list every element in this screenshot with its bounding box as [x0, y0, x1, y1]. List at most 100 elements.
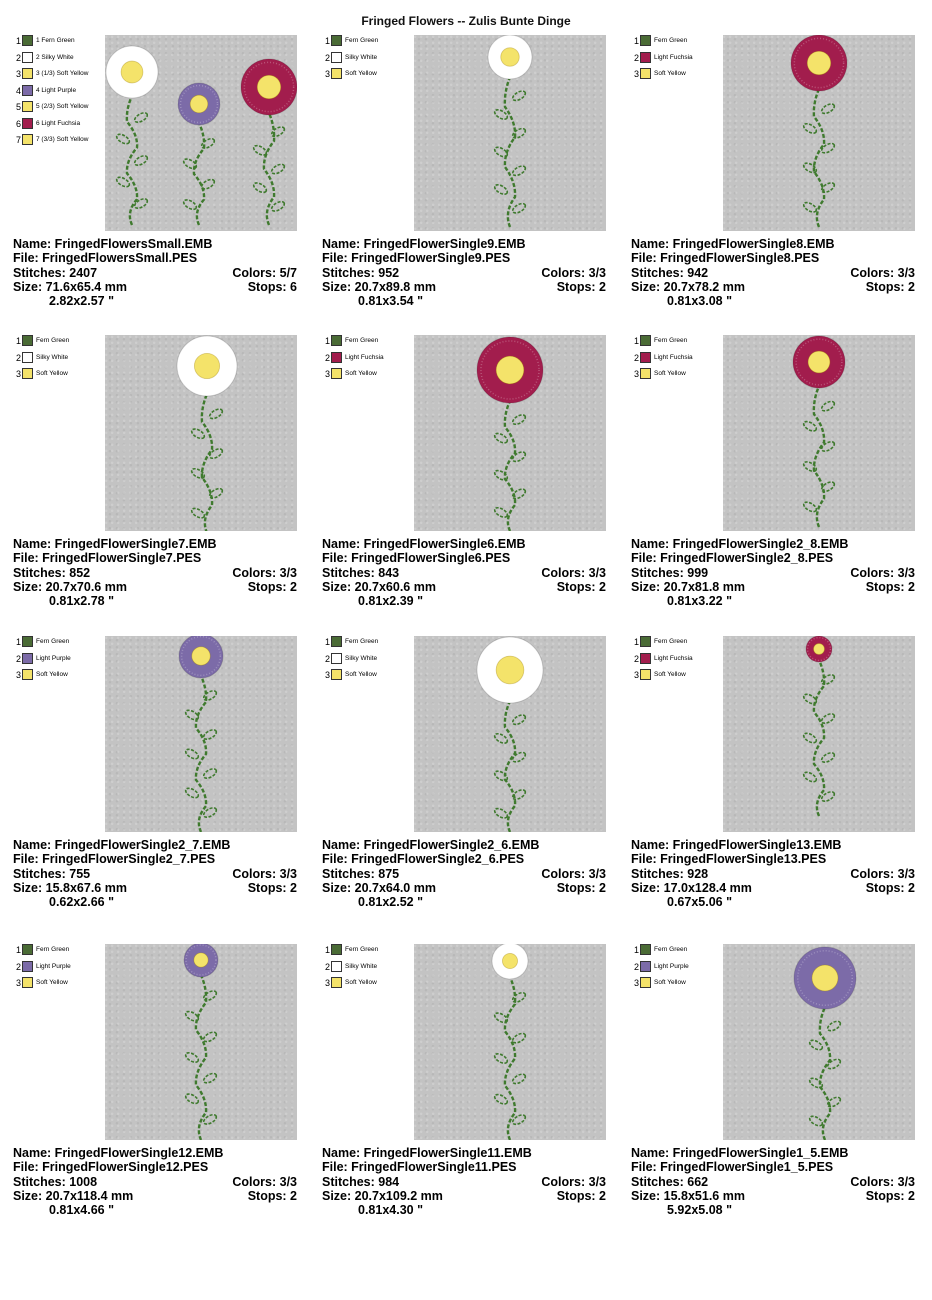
legend-color-name: 2 Silky White: [36, 53, 74, 61]
embroidery-image: [476, 336, 544, 531]
color-swatch: [22, 68, 33, 79]
design-info: Name: FringedFlowerSingle1_5.EMB File: Fr…: [631, 1146, 915, 1217]
flower-leaf: [493, 469, 509, 481]
legend-row: 1 Fern Green: [322, 35, 422, 52]
size-inches: 0.81x2.78 ": [49, 594, 115, 609]
color-swatch: [22, 117, 33, 129]
flower-leaf: [511, 991, 527, 1003]
legend-number: 1: [324, 945, 330, 955]
stop-count: Stops: 2: [247, 1188, 297, 1203]
flower-leaf: [184, 1010, 200, 1022]
color-count: Colors: 3/3: [541, 265, 606, 280]
legend-color-name: Fern Green: [345, 638, 379, 645]
legend-color-name: Light Fuchsia: [654, 353, 693, 361]
design-name: Name: FringedFlowersSmall.EMB: [13, 237, 213, 251]
stop-count: Stops: 2: [556, 279, 606, 294]
flower-leaf: [511, 714, 527, 726]
size-mm: Size: 15.8x51.6 mm: [631, 1188, 745, 1203]
design-info: Name: FringedFlowerSingle2_7.EMB File: Fr…: [13, 838, 297, 909]
legend-color-name: Fern Green: [654, 337, 688, 344]
legend-number: 1: [324, 637, 330, 647]
flower-leaf: [802, 201, 818, 213]
size-inches: 2.82x2.57 ": [49, 294, 115, 309]
legend-number: 3: [15, 369, 21, 379]
stop-count: Stops: 2: [556, 579, 606, 594]
legend-number: 6: [15, 118, 21, 129]
legend-color-name: Soft Yellow: [654, 671, 686, 678]
legend-number: 3: [633, 978, 639, 988]
flower-fringe: [489, 36, 531, 78]
legend-row: 3 Soft Yellow: [322, 368, 422, 385]
design-card: 1 1 Fern Green 2 2 Silky White 3 3 (1/3) Soft…: [7, 35, 299, 335]
flower-stem: [200, 393, 214, 531]
flower-center: [806, 50, 832, 76]
flower-leaf: [820, 440, 836, 452]
legend-number: 2: [15, 653, 21, 664]
stitch-count: Stitches: 928: [631, 866, 709, 881]
legend-number: 3: [324, 69, 330, 79]
design-preview: [414, 944, 606, 1140]
flower-fringe: [795, 338, 843, 386]
size-mm: Size: 20.7x70.6 mm: [13, 579, 127, 594]
stop-count: Stops: 2: [556, 1188, 606, 1203]
legend-number: 1: [633, 945, 639, 955]
color-swatch: [640, 35, 651, 46]
flower-fringe: [493, 944, 527, 978]
flower-leaf: [511, 1114, 527, 1126]
legend-color-name: Soft Yellow: [345, 370, 377, 377]
legend-color-name: Soft Yellow: [345, 979, 377, 986]
legend-row: 2 2 Silky White: [13, 51, 113, 69]
legend-color-name: 1 Fern Green: [36, 37, 75, 44]
design-preview: [105, 35, 297, 231]
legend-row: 1 Fern Green: [322, 335, 422, 352]
embroidery-image: [491, 944, 529, 1140]
flower-fringe: [179, 338, 235, 394]
flower-leaf: [511, 451, 527, 463]
flower-leaf: [826, 1020, 842, 1032]
flower-leaf: [115, 133, 131, 145]
flower-leaf: [115, 176, 131, 188]
legend-row: 3 Soft Yellow: [13, 977, 113, 994]
flower-leaf: [182, 199, 198, 211]
design-card: 1 Fern Green 2 Light Fuchsia 3 Soft Yellow Nam…: [625, 335, 917, 635]
stop-count: Stops: 2: [556, 880, 606, 895]
legend-color-name: 5 (2/3) Soft Yellow: [36, 103, 89, 110]
embroidery-image: [178, 636, 224, 832]
flower-fringe: [806, 636, 832, 662]
flower-leaf: [511, 202, 527, 214]
legend-number: 5: [15, 102, 21, 112]
stitch-count: Stitches: 2407: [13, 265, 98, 280]
design-preview: [723, 335, 915, 531]
size-mm: Size: 15.8x67.6 mm: [13, 880, 127, 895]
flower-stem: [812, 88, 826, 228]
flower-leaf: [184, 787, 200, 799]
flower-leaf: [252, 182, 268, 194]
design-info: Name: FringedFlowerSingle9.EMB File: Frin…: [322, 237, 606, 308]
legend-row: 1 Fern Green: [631, 636, 731, 653]
color-count: Colors: 5/7: [232, 265, 297, 280]
legend-number: 1: [633, 36, 639, 46]
flower-leaf: [802, 693, 818, 705]
design-card: 1 Fern Green 2 Light Purple 3 Soft Yellow Name…: [7, 944, 299, 1244]
size-mm: Size: 20.7x118.4 mm: [13, 1188, 134, 1203]
legend-number: 1: [324, 336, 330, 346]
legend-number: 3: [324, 670, 330, 680]
legend-row: 7 7 (3/3) Soft Yellow: [13, 134, 113, 151]
legend-color-name: 6 Light Fuchsia: [36, 119, 81, 127]
color-legend: 1 Fern Green 2 Silky White 3 Soft Yellow: [322, 944, 422, 994]
design-name: Name: FringedFlowerSingle9.EMB: [322, 237, 526, 251]
flower-leaf: [493, 146, 509, 158]
stop-count: Stops: 2: [865, 880, 915, 895]
design-name: Name: FringedFlowerSingle8.EMB: [631, 237, 835, 251]
legend-number: 3: [15, 978, 21, 988]
flower-leaf: [493, 770, 509, 782]
design-card: 1 Fern Green 2 Light Purple 3 Soft Yellow Name…: [7, 636, 299, 936]
flower-leaf: [252, 144, 268, 156]
flower-center: [191, 646, 211, 666]
legend-row: 3 Soft Yellow: [631, 669, 731, 686]
flower-leaf: [493, 1012, 509, 1024]
flower-leaf: [808, 1039, 824, 1051]
flower-center: [811, 964, 839, 992]
flower-stem: [503, 976, 517, 1140]
stitch-count: Stitches: 952: [322, 265, 400, 280]
